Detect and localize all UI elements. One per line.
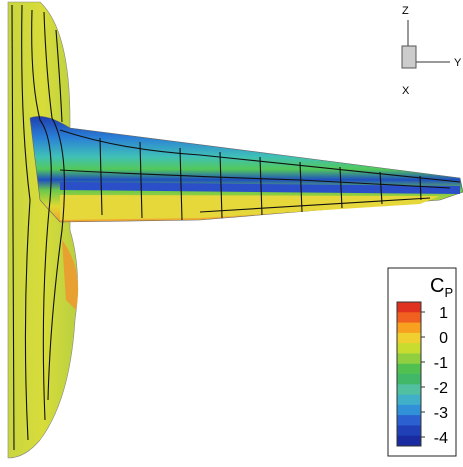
colorbar-tick-label: 1	[439, 305, 448, 322]
colorbar-band	[397, 323, 421, 334]
colorbar-tick-label: -2	[434, 380, 448, 397]
colorbar-band	[397, 333, 421, 344]
fuselage	[8, 2, 78, 458]
cfd-view: Z Y X CP 1 0 -1 -2 -3 -4	[0, 0, 463, 462]
colorbar-band	[397, 343, 421, 354]
colorbar-band	[397, 374, 421, 385]
colorbar-band	[397, 415, 421, 426]
colorbar-band	[397, 436, 421, 447]
colorbar-tick-label: -4	[434, 430, 448, 447]
colorbar-tick-label: -1	[434, 355, 448, 372]
colorbar-band	[397, 405, 421, 416]
colorbar-tick-label: 0	[439, 330, 448, 347]
colorbar-band	[397, 353, 421, 364]
colorbar-band	[397, 302, 421, 313]
wing-trailing-yellow	[60, 195, 440, 220]
colorbar-band	[397, 364, 421, 375]
colorbar	[397, 302, 421, 447]
y-label: Y	[454, 57, 462, 69]
colorbar-band	[397, 312, 421, 323]
colorbar-band	[397, 395, 421, 406]
legend-title-sub: P	[444, 285, 453, 300]
triad-box	[402, 46, 416, 68]
axes-triad: Z Y X	[402, 5, 462, 97]
z-label: Z	[402, 5, 409, 17]
colorbar-band	[397, 384, 421, 395]
colorbar-legend: CP 1 0 -1 -2 -3 -4	[388, 268, 456, 456]
x-label: X	[402, 85, 410, 97]
legend-title-main: C	[430, 275, 444, 297]
colorbar-tick-label: -3	[434, 405, 448, 422]
colorbar-band	[397, 425, 421, 436]
